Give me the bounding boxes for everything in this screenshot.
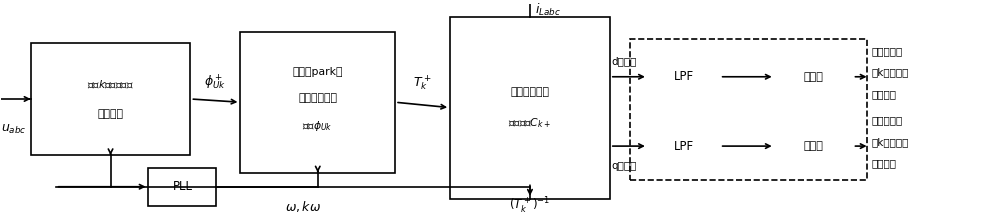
Bar <box>630 39 867 180</box>
Text: 反变换: 反变换 <box>804 141 824 151</box>
Text: $\omega, k\omega$: $\omega, k\omega$ <box>285 199 321 214</box>
Text: $T^+_k$: $T^+_k$ <box>413 73 432 92</box>
Text: 无功分量: 无功分量 <box>871 158 896 168</box>
Text: 相位检测: 相位检测 <box>98 109 124 119</box>
Text: q轴分量: q轴分量 <box>612 161 637 171</box>
Text: 负载电流正: 负载电流正 <box>871 115 903 125</box>
Text: $\phi^+_{Uk}$: $\phi^+_{Uk}$ <box>204 72 226 91</box>
Text: 到坐标系$C_{k+}$: 到坐标系$C_{k+}$ <box>508 116 551 130</box>
Text: 换坐标系旋转: 换坐标系旋转 <box>298 93 337 103</box>
Bar <box>240 32 395 173</box>
Text: $u_{abc}$: $u_{abc}$ <box>1 123 26 136</box>
Text: 对广义park变: 对广义park变 <box>293 67 343 77</box>
Text: LPF: LPF <box>674 70 694 83</box>
Text: 角度$\phi_{Uk}$: 角度$\phi_{Uk}$ <box>302 119 333 133</box>
Text: 正序$k$次谐波电压: 正序$k$次谐波电压 <box>87 78 134 90</box>
Text: 序k次谐波的: 序k次谐波的 <box>871 137 909 147</box>
Text: $i_{Labc}$: $i_{Labc}$ <box>535 2 561 18</box>
Bar <box>648 127 720 165</box>
Bar <box>775 127 853 165</box>
Text: 负载电流正: 负载电流正 <box>871 46 903 56</box>
Text: 反变换: 反变换 <box>804 72 824 82</box>
Text: PLL: PLL <box>172 180 192 193</box>
Text: LPF: LPF <box>674 140 694 152</box>
Bar <box>148 168 216 206</box>
Bar <box>450 17 610 199</box>
Bar <box>31 43 190 155</box>
Bar <box>648 58 720 96</box>
Text: 负载电流变换: 负载电流变换 <box>510 88 549 97</box>
Text: d轴分量: d轴分量 <box>612 57 637 67</box>
Text: 有功分量: 有功分量 <box>871 89 896 99</box>
Text: 序k次谐波的: 序k次谐波的 <box>871 67 909 77</box>
Bar <box>775 58 853 96</box>
Text: $(T^+_k)^{-1}$: $(T^+_k)^{-1}$ <box>509 196 551 216</box>
